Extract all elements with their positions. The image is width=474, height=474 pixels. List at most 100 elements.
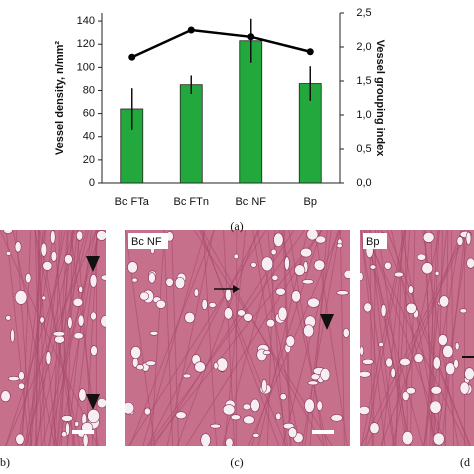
ray (150, 230, 165, 446)
vessel (459, 308, 468, 314)
vessel (250, 261, 257, 268)
vessel (261, 379, 268, 393)
vessel (342, 328, 350, 338)
vessel (237, 309, 246, 317)
ray (15, 230, 33, 446)
vessel (362, 358, 374, 365)
vessel (74, 421, 80, 427)
ray (38, 230, 46, 446)
x-tick-label: Bp (304, 196, 317, 208)
vessel (90, 345, 98, 357)
vessel (445, 362, 456, 376)
vessel (5, 315, 12, 321)
ray (5, 230, 75, 446)
x-tick-label: Bc FTn (174, 196, 209, 208)
vessel (96, 230, 106, 241)
ray (360, 230, 386, 446)
vessel (184, 311, 196, 324)
y-tick-label: 80 (83, 84, 95, 96)
panel-tag: Bp (366, 236, 379, 248)
vessel (336, 290, 349, 296)
y-tick-label: 120 (77, 38, 95, 50)
ray (394, 230, 411, 446)
vessel (90, 311, 97, 321)
vessel (10, 328, 15, 343)
vessel (15, 433, 25, 445)
vessel (315, 235, 327, 244)
y2-tick-label: 2,0 (356, 41, 371, 53)
vessel (61, 431, 68, 438)
vessel (100, 315, 106, 328)
vessel (61, 415, 74, 422)
vessel (201, 298, 208, 310)
ray (34, 230, 57, 446)
vessel (330, 414, 343, 422)
ray (150, 230, 323, 446)
vessel (336, 243, 343, 249)
vessel (316, 400, 323, 411)
vessel (78, 388, 87, 402)
vessel (360, 346, 364, 356)
vessel (454, 342, 460, 351)
vessel (405, 302, 417, 314)
ray (29, 230, 44, 446)
arrowhead (86, 256, 100, 272)
panel-label: (a) (230, 219, 243, 233)
vessel (131, 277, 138, 283)
ray (360, 230, 395, 446)
ray (363, 230, 468, 446)
vessel (442, 344, 454, 359)
x-tick-label: Bc NF (235, 196, 266, 208)
vessel (262, 350, 271, 355)
vessel (174, 276, 186, 290)
vessel (270, 248, 277, 256)
vessel (287, 427, 298, 439)
vessel (45, 351, 52, 365)
vessel (130, 346, 142, 360)
vessel (100, 274, 106, 281)
vessel (125, 402, 135, 415)
tag-box (363, 233, 387, 249)
vessel (429, 400, 442, 414)
y2-tick-label: 0,5 (356, 143, 371, 155)
vessel (165, 277, 174, 287)
arrowhead (320, 314, 334, 330)
vessel (284, 256, 290, 271)
x-tick-label: Bc FTa (115, 196, 150, 208)
vessel (421, 262, 434, 275)
vessel (300, 247, 313, 258)
ray (166, 230, 215, 446)
vessel (363, 302, 372, 313)
vessel (320, 368, 331, 382)
vessel (78, 285, 84, 294)
ray (339, 230, 345, 446)
vessel (143, 407, 151, 416)
vessel (149, 330, 159, 336)
ray (85, 230, 99, 446)
vessel (182, 373, 192, 379)
ray (176, 230, 259, 446)
vessel (399, 357, 411, 367)
vessel (145, 360, 157, 366)
vessel (434, 270, 440, 276)
line-point (247, 33, 255, 41)
vessel (223, 307, 233, 320)
ray (55, 230, 78, 446)
vessel (18, 382, 25, 390)
vessel (222, 404, 236, 416)
ray (381, 230, 405, 446)
vessel (194, 361, 206, 373)
vessel (155, 299, 166, 309)
vessel (40, 242, 48, 257)
vessel (175, 411, 187, 420)
vessel (439, 295, 450, 308)
ray (147, 230, 260, 446)
vessel (52, 331, 66, 337)
vessel (225, 287, 232, 302)
vessel (230, 414, 241, 421)
y2-tick-label: 2,5 (356, 7, 371, 19)
arrowhead (233, 285, 240, 293)
vessel (210, 423, 222, 429)
